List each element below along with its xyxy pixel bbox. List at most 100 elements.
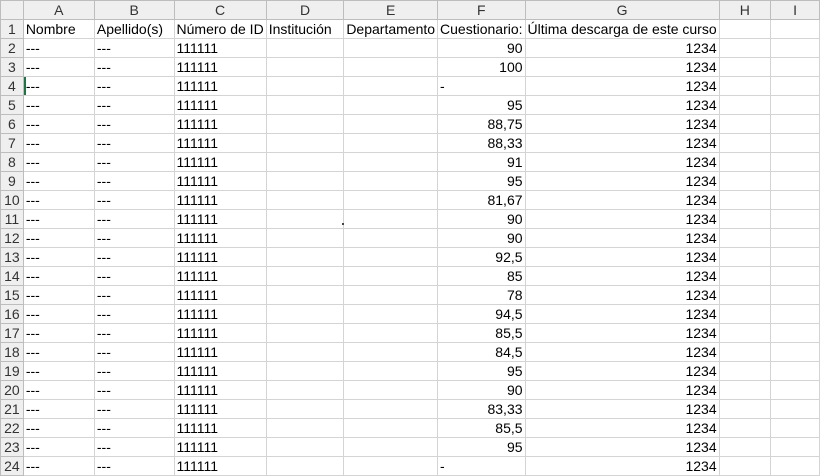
cell-e10[interactable] (343, 190, 439, 210)
row-header[interactable]: 10 (0, 190, 24, 210)
column-header-a[interactable]: A (22, 0, 95, 20)
cell-a13[interactable]: --- (22, 247, 95, 267)
cell-g9[interactable]: 1234 (524, 171, 720, 191)
cell-g23[interactable]: 1234 (524, 437, 720, 457)
cell-h12[interactable] (718, 228, 772, 248)
row-header[interactable]: 18 (0, 342, 24, 362)
cell-b23[interactable]: --- (93, 437, 175, 457)
cell-d16[interactable] (265, 304, 345, 324)
cell-e7[interactable] (343, 133, 439, 153)
cell-d5[interactable] (265, 95, 345, 115)
cell-c22[interactable]: 111111 (173, 418, 267, 438)
cell-d4[interactable] (265, 76, 345, 96)
cell-a8[interactable]: --- (22, 152, 95, 172)
cell-e8[interactable] (343, 152, 439, 172)
cell-b19[interactable]: --- (93, 361, 175, 381)
cell-f20[interactable]: 90 (437, 380, 526, 400)
cell-g12[interactable]: 1234 (524, 228, 720, 248)
cell-i7[interactable] (770, 133, 820, 153)
cell-b3[interactable]: --- (93, 57, 175, 77)
cell-g4[interactable]: 1234 (524, 76, 720, 96)
cell-c20[interactable]: 111111 (173, 380, 267, 400)
cell-e18[interactable] (343, 342, 439, 362)
row-header[interactable]: 12 (0, 228, 24, 248)
cell-d6[interactable] (265, 114, 345, 134)
cell-f5[interactable]: 95 (437, 95, 526, 115)
column-header-h[interactable]: H (718, 0, 772, 20)
cell-d20[interactable] (265, 380, 345, 400)
row-header[interactable]: 23 (0, 437, 24, 457)
cell-d12[interactable] (265, 228, 345, 248)
cell-e12[interactable] (343, 228, 439, 248)
cell-h2[interactable] (718, 38, 772, 58)
cell-g11[interactable]: 1234 (524, 209, 720, 229)
cell-d19[interactable] (265, 361, 345, 381)
cell-d3[interactable] (265, 57, 345, 77)
cell-a19[interactable]: --- (22, 361, 95, 381)
cell-b15[interactable]: --- (93, 285, 175, 305)
cell-h10[interactable] (718, 190, 772, 210)
cell-a23[interactable]: --- (22, 437, 95, 457)
cell-b4[interactable]: --- (93, 76, 175, 96)
cell-i9[interactable] (770, 171, 820, 191)
cell-i2[interactable] (770, 38, 820, 58)
row-header[interactable]: 19 (0, 361, 24, 381)
cell-e20[interactable] (343, 380, 439, 400)
cell-c5[interactable]: 111111 (173, 95, 267, 115)
cell-h13[interactable] (718, 247, 772, 267)
cell-f18[interactable]: 84,5 (437, 342, 526, 362)
cell-f8[interactable]: 91 (437, 152, 526, 172)
cell-b9[interactable]: --- (93, 171, 175, 191)
cell-b18[interactable]: --- (93, 342, 175, 362)
cell-a2[interactable]: --- (22, 38, 95, 58)
cell-b17[interactable]: --- (93, 323, 175, 343)
cell-d23[interactable] (265, 437, 345, 457)
row-header[interactable]: 22 (0, 418, 24, 438)
cell-c12[interactable]: 111111 (173, 228, 267, 248)
row-header[interactable]: 13 (0, 247, 24, 267)
cell-a15[interactable]: --- (22, 285, 95, 305)
cell-f17[interactable]: 85,5 (437, 323, 526, 343)
cell-g6[interactable]: 1234 (524, 114, 720, 134)
row-header[interactable]: 4 (0, 76, 24, 96)
select-all-corner[interactable] (0, 0, 24, 20)
cell-f10[interactable]: 81,67 (437, 190, 526, 210)
cell-b1[interactable]: Apellido(s) (93, 19, 175, 39)
cell-g3[interactable]: 1234 (524, 57, 720, 77)
cell-e2[interactable] (343, 38, 439, 58)
row-header[interactable]: 15 (0, 285, 24, 305)
cell-i22[interactable] (770, 418, 820, 438)
cell-h22[interactable] (718, 418, 772, 438)
cell-e14[interactable] (343, 266, 439, 286)
cell-a5[interactable]: --- (22, 95, 95, 115)
cell-b12[interactable]: --- (93, 228, 175, 248)
cell-h9[interactable] (718, 171, 772, 191)
cell-b11[interactable]: --- (93, 209, 175, 229)
cell-e22[interactable] (343, 418, 439, 438)
cell-c4[interactable]: 111111 (173, 76, 267, 96)
cell-g8[interactable]: 1234 (524, 152, 720, 172)
row-header[interactable]: 16 (0, 304, 24, 324)
cell-h20[interactable] (718, 380, 772, 400)
cell-i18[interactable] (770, 342, 820, 362)
cell-b22[interactable]: --- (93, 418, 175, 438)
cell-d11[interactable] (265, 209, 345, 229)
cell-i19[interactable] (770, 361, 820, 381)
cell-c18[interactable]: 111111 (173, 342, 267, 362)
cell-i3[interactable] (770, 57, 820, 77)
cell-f7[interactable]: 88,33 (437, 133, 526, 153)
column-header-g[interactable]: G (524, 0, 720, 20)
cell-c7[interactable]: 111111 (173, 133, 267, 153)
cell-h11[interactable] (718, 209, 772, 229)
cell-d14[interactable] (265, 266, 345, 286)
cell-d9[interactable] (265, 171, 345, 191)
cell-b20[interactable]: --- (93, 380, 175, 400)
cell-a18[interactable]: --- (22, 342, 95, 362)
cell-h4[interactable] (718, 76, 772, 96)
cell-c2[interactable]: 111111 (173, 38, 267, 58)
cell-i21[interactable] (770, 399, 820, 419)
cell-c1[interactable]: Número de ID (173, 19, 267, 39)
cell-f2[interactable]: 90 (437, 38, 526, 58)
cell-h18[interactable] (718, 342, 772, 362)
row-header[interactable]: 21 (0, 399, 24, 419)
